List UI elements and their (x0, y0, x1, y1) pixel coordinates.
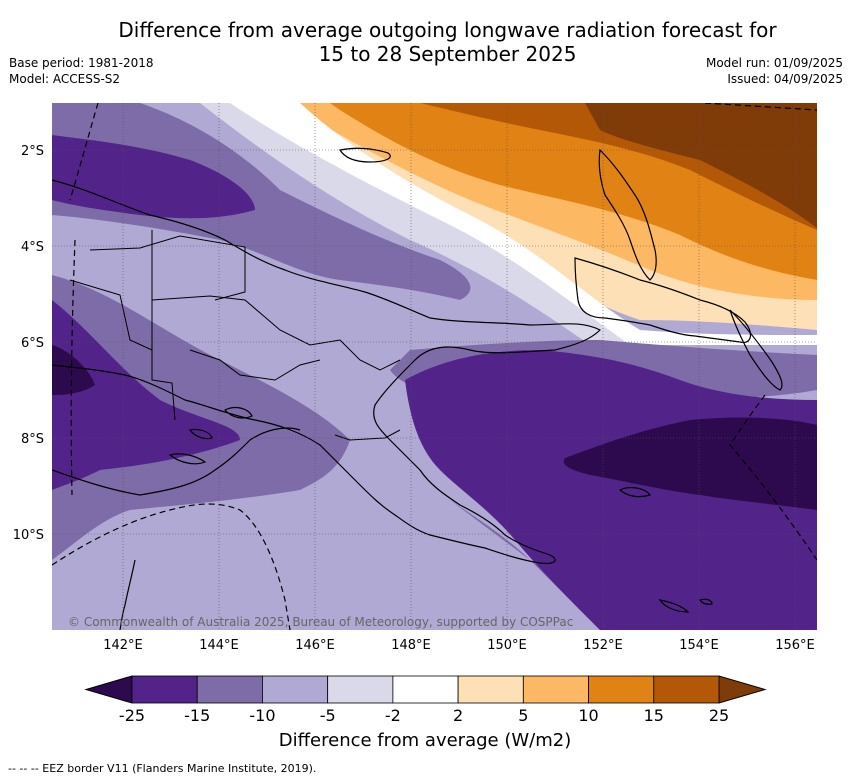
new-britain (574, 257, 752, 344)
eez-border-north (69, 103, 99, 201)
longitude-labels: 142°E 144°E 146°E 148°E 150°E 152°E 154°… (103, 638, 815, 653)
eez-footnote: -- -- -- EEZ border V11 (Flanders Marine… (8, 762, 317, 775)
lon-label-152e: 152°E (583, 638, 623, 653)
lon-label-148e: 148°E (391, 638, 431, 653)
provincial-borders (69, 230, 401, 441)
lat-label-8s: 8°S (21, 432, 44, 447)
eez-border-northeast (704, 103, 817, 111)
anomaly-field (52, 103, 817, 630)
colorbar: -25 -15 -10 -5 -2 2 5 10 15 25 (84, 675, 767, 725)
province-boundary-2 (151, 295, 341, 346)
province-boundary-3 (189, 349, 321, 381)
colorbar-swatch-5 (457, 675, 524, 704)
colorbar-swatch-1 (196, 675, 263, 704)
eez-borders (52, 103, 817, 630)
colorbar-tick-0: -25 (119, 706, 145, 725)
colorbar-tick-4: -2 (385, 706, 401, 725)
issued-text: Issued: 04/09/2025 (727, 72, 843, 86)
colorbar-tick-7: 10 (578, 706, 598, 725)
colorbar-tick-3: -5 (320, 706, 336, 725)
colorbar-tick-2: -10 (249, 706, 275, 725)
anomaly-band-neutral (215, 103, 817, 345)
anomaly-band-below-25-east (563, 417, 817, 510)
colorbar-label: Difference from average (W/m2) (278, 730, 572, 751)
graticule (52, 103, 817, 630)
province-boundary-4 (339, 339, 401, 371)
model-text: Model: ACCESS-S2 (9, 72, 121, 86)
latitude-labels: 2°S 4°S 6°S 8°S 10°S (13, 144, 44, 543)
indonesia-png-border (151, 230, 176, 421)
anomaly-band-minus15-west (52, 300, 240, 490)
title-line-2: 15 to 28 September 2025 (318, 42, 577, 66)
lat-label-6s: 6°S (21, 336, 44, 351)
colorbar-tick-1: -15 (184, 706, 210, 725)
meta-right: Model run: 01/09/2025 Issued: 04/09/2025 (706, 55, 843, 87)
bougainville (729, 309, 783, 391)
colorbar-swatch-4 (392, 675, 459, 704)
lon-label-146e: 146°E (295, 638, 335, 653)
map-title: Difference from average outgoing longwav… (0, 18, 850, 66)
new-guinea-coast (52, 179, 602, 565)
colorbar-swatch-2 (262, 675, 329, 704)
meta-left: Base period: 1981-2018 Model: ACCESS-S2 (9, 55, 154, 87)
south-coast (52, 427, 301, 496)
colorbar-tick-8: 15 (644, 706, 664, 725)
province-boundary-5 (334, 429, 401, 441)
anomaly-band-below-25-west (52, 345, 95, 395)
colorbar-swatch-8 (653, 675, 720, 704)
anomaly-band-above-25 (585, 103, 817, 228)
colorbar-swatch-6 (522, 675, 589, 704)
copyright-text: © Commonwealth of Australia 2025, Bureau… (68, 615, 573, 629)
lat-label-2s: 2°S (21, 144, 44, 159)
title-line-1: Difference from average outgoing longwav… (118, 18, 777, 42)
colorbar-low-extend (84, 675, 133, 704)
anomaly-band-minus2 (160, 103, 700, 365)
eez-border-coral-sea (52, 503, 291, 630)
lon-label-154e: 154°E (679, 638, 719, 653)
colorbar-tick-5: 2 (453, 706, 463, 725)
province-boundary-1 (89, 235, 246, 301)
lon-label-142e: 142°E (103, 638, 143, 653)
colorbar-swatch-7 (588, 675, 655, 704)
model-run-text: Model run: 01/09/2025 (705, 56, 843, 70)
coastlines (52, 147, 783, 630)
cape-york (119, 559, 136, 630)
colorbar-swatch-3 (327, 675, 394, 704)
lat-label-4s: 4°S (21, 240, 44, 255)
new-ireland (598, 148, 657, 281)
colorbar-swatch-0 (131, 675, 198, 704)
colorbar-high-extend (718, 675, 767, 704)
base-period-text: Base period: 1981-2018 (9, 56, 154, 70)
lat-label-10s: 10°S (13, 528, 44, 543)
colorbar-tick-6: 5 (518, 706, 528, 725)
louisiade (618, 486, 713, 613)
lon-label-144e: 144°E (199, 638, 239, 653)
anomaly-band-minus10 (52, 103, 817, 630)
colorbar-tick-9: 25 (709, 706, 729, 725)
lon-label-150e: 150°E (487, 638, 527, 653)
lon-label-156e: 156°E (775, 638, 815, 653)
eez-border-indonesia (70, 239, 76, 496)
province-boundary-6 (69, 279, 153, 351)
manus (339, 147, 391, 163)
